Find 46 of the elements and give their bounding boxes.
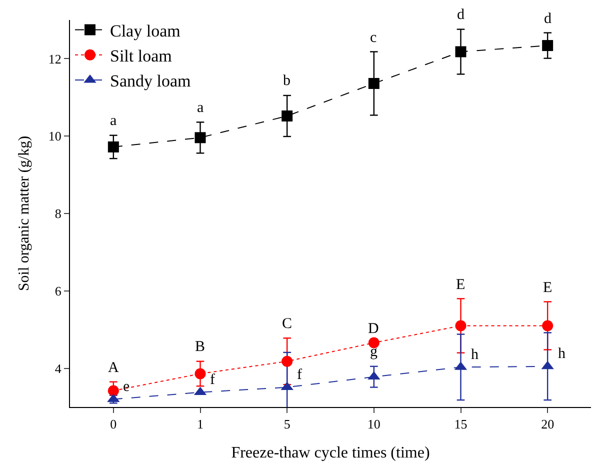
annotation: g — [370, 344, 378, 360]
annotation: d — [544, 11, 552, 27]
point — [194, 132, 206, 144]
annotation: E — [543, 280, 552, 296]
annotation: a — [197, 100, 204, 116]
y-tick-label: 6 — [54, 283, 62, 298]
point — [368, 78, 380, 89]
x-tick-label: 15 — [454, 416, 468, 432]
y-tick-label: 10 — [48, 128, 62, 144]
annotation: E — [456, 277, 466, 293]
point — [108, 385, 119, 396]
legend-label: Sandy loam — [110, 72, 191, 91]
point — [542, 320, 554, 332]
annotation: D — [368, 321, 379, 337]
legend-label: Clay loam — [110, 21, 180, 40]
point — [282, 356, 293, 367]
y-tick-label: 8 — [54, 206, 62, 222]
x-tick-label: 0 — [110, 416, 117, 432]
legend-label: Silt loam — [110, 46, 172, 66]
annotation: B — [195, 339, 206, 355]
point — [368, 337, 380, 348]
annotation: d — [457, 7, 465, 23]
point — [455, 46, 466, 58]
annotation: f — [297, 367, 302, 383]
annotation: h — [558, 346, 566, 362]
point — [542, 40, 554, 52]
y-tick-label: 12 — [48, 51, 62, 66]
y-axis-title: Soil organic matter (g/kg) — [16, 136, 33, 292]
point — [108, 141, 119, 152]
x-tick-label: 1 — [197, 416, 204, 432]
point — [282, 110, 293, 122]
annotation: A — [108, 360, 119, 376]
point — [194, 368, 206, 380]
y-tick-label: 4 — [54, 360, 62, 376]
annotation: f — [210, 372, 215, 388]
annotation: b — [283, 73, 290, 89]
x-tick-label: 10 — [367, 416, 380, 432]
annotation: c — [370, 30, 377, 46]
annotation: e — [123, 379, 130, 395]
x-tick-label: 5 — [284, 416, 290, 432]
x-tick-label: 20 — [541, 416, 554, 432]
x-axis-title: Freeze-thaw cycle times (time) — [231, 444, 430, 462]
annotation: a — [110, 113, 117, 129]
point — [455, 320, 466, 332]
annotation: h — [471, 347, 479, 363]
annotation: C — [282, 316, 292, 332]
